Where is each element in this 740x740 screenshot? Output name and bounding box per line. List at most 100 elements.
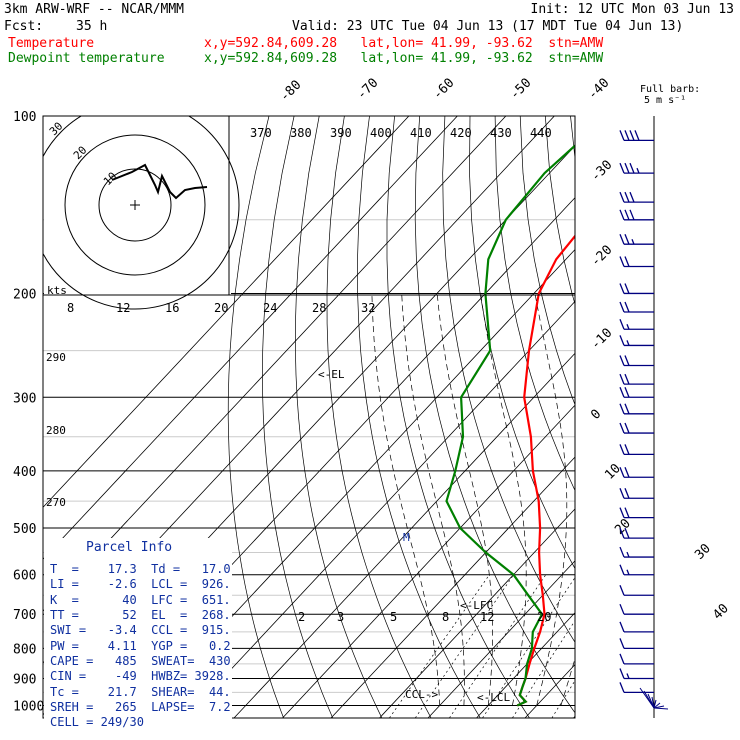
wind-barb-flag xyxy=(619,233,625,245)
wind-barb-flag xyxy=(619,387,625,398)
parcel-info-panel: Parcel Info T = 17.3 Td = 17.0 LI = -2.6… xyxy=(44,538,232,729)
pressure-tick-label: 900 xyxy=(13,673,36,688)
isotherm-label: 0 xyxy=(588,407,604,423)
isotherm-label: 10 xyxy=(602,461,624,483)
hodograph-speed-label: 24 xyxy=(263,301,277,315)
hodograph-ring xyxy=(98,168,172,242)
parcel-row: TT = 52 EL = 268. xyxy=(50,608,231,622)
dry-adiabat xyxy=(519,116,575,406)
dry-adiabat xyxy=(469,116,575,570)
theta-label: 290 xyxy=(46,351,66,364)
wind-barb-flag xyxy=(619,130,625,141)
wind-barb-flag xyxy=(619,527,625,539)
isotherm-label: -50 xyxy=(507,76,534,103)
wind-barb-flag xyxy=(619,422,625,434)
wind-barb-flag xyxy=(624,355,630,366)
parcel-row: Tc = 21.7 SHEAR= 44. xyxy=(50,685,231,699)
moist-adiabat xyxy=(534,293,568,706)
wind-barb-flag xyxy=(624,373,630,385)
isotherm-line xyxy=(622,116,740,718)
dry-adiabat xyxy=(227,116,284,718)
mixing-ratio-label: 3 xyxy=(337,610,344,624)
level-annotation: <-LFC xyxy=(460,599,493,612)
hodograph-speed-label: 20 xyxy=(214,301,228,315)
theta-e-label: 440 xyxy=(530,126,552,140)
wind-barb-flag xyxy=(619,638,625,649)
wind-barb-flag xyxy=(624,130,630,141)
dry-adiabat xyxy=(442,116,575,643)
isotherm-line xyxy=(524,663,575,718)
mixing-ratio-label: 8 xyxy=(442,610,449,624)
hodograph-trace xyxy=(111,163,208,200)
wind-barb-flag xyxy=(619,487,625,499)
wind-barb-flag xyxy=(629,209,635,221)
isotherm-line xyxy=(43,116,458,560)
isotherm-label: -20 xyxy=(588,243,615,270)
mixing-ratio-line xyxy=(449,574,547,718)
wind-barb-flag xyxy=(619,209,625,221)
pressure-tick-label: 100 xyxy=(13,110,36,125)
hodograph-speed-label: 16 xyxy=(165,301,179,315)
wind-barb-flag xyxy=(619,319,625,330)
hodograph-background xyxy=(44,117,231,295)
isotherm-label: -60 xyxy=(430,76,457,103)
pressure-tick-label: 400 xyxy=(13,465,36,480)
mixing-ratio-label: 5 xyxy=(390,610,397,624)
level-annotation: CCL-> xyxy=(405,688,438,701)
theta-e-label: 420 xyxy=(450,126,472,140)
isotherm-label: -80 xyxy=(277,78,304,105)
isotherm-label: -10 xyxy=(588,326,615,353)
hodograph-speed-label: 12 xyxy=(116,301,130,315)
mixing-ratio-label: 12 xyxy=(480,610,494,624)
theta-e-label: 430 xyxy=(490,126,512,140)
isotherm-label: 40 xyxy=(710,601,732,623)
wind-barb-flag xyxy=(631,238,635,245)
parcel-row: SWI = -3.4 CCL = 915. xyxy=(50,623,231,637)
isotherm-line xyxy=(233,352,575,718)
moist-adiabat xyxy=(560,657,575,706)
wind-barb-flag xyxy=(619,682,625,693)
surface-barb xyxy=(653,702,661,709)
wind-barb-flag xyxy=(624,283,630,294)
wind-barb-flag xyxy=(629,130,635,141)
forecast-label: Fcst: xyxy=(4,19,44,34)
mixing-ratio-line xyxy=(512,619,575,718)
isotherm-label: -40 xyxy=(585,76,612,103)
pressure-tick-label: 800 xyxy=(13,642,36,657)
isotherm-line xyxy=(476,612,575,718)
wind-barb-flag xyxy=(619,621,625,633)
dry-adiabat xyxy=(646,116,740,718)
full-barb-value: 5 m s⁻¹ xyxy=(644,95,687,106)
dry-adiabat xyxy=(357,116,481,718)
parcel-row: CELL = 249/30 xyxy=(50,715,144,729)
wind-barb-flag xyxy=(619,584,625,596)
isotherm-line xyxy=(282,404,575,718)
wind-barb-flag xyxy=(629,162,635,174)
wind-barb-flag xyxy=(626,340,630,346)
surface-barb xyxy=(647,693,655,709)
dry-adiabat xyxy=(386,116,530,718)
wind-barb-flag xyxy=(624,301,630,313)
dewpoint-location: x,y=592.84,609.28 lat,lon= 41.99, -93.62… xyxy=(204,51,604,66)
level-annotation: <-LCL xyxy=(477,691,510,704)
surface-barb xyxy=(653,707,669,710)
full-barb-label: Full barb: xyxy=(640,84,701,95)
plot-frame xyxy=(42,115,576,719)
wind-barb-flag xyxy=(624,507,630,518)
dry-adiabat xyxy=(596,116,740,718)
hodograph-ring xyxy=(43,116,240,310)
wind-barb-flag xyxy=(619,507,625,518)
hodograph-speed-label: 32 xyxy=(361,301,375,315)
dry-adiabat xyxy=(326,116,432,718)
wind-barb-flag xyxy=(624,422,630,434)
wind-barb-flag xyxy=(626,673,630,679)
parcel-row: LI = -2.6 LCL = 926. xyxy=(50,577,231,591)
wind-barb-flag xyxy=(619,256,625,267)
mixing-ratio-line xyxy=(551,679,575,718)
temperature-location: x,y=592.84,609.28 lat,lon= 41.99, -93.62… xyxy=(204,36,604,51)
wind-barb-flag xyxy=(626,569,630,575)
wind-barb-flag xyxy=(624,209,630,221)
mixing-ratio-label: 20 xyxy=(537,610,551,624)
wind-barb-flag xyxy=(619,403,625,415)
dry-adiabat xyxy=(696,116,740,718)
